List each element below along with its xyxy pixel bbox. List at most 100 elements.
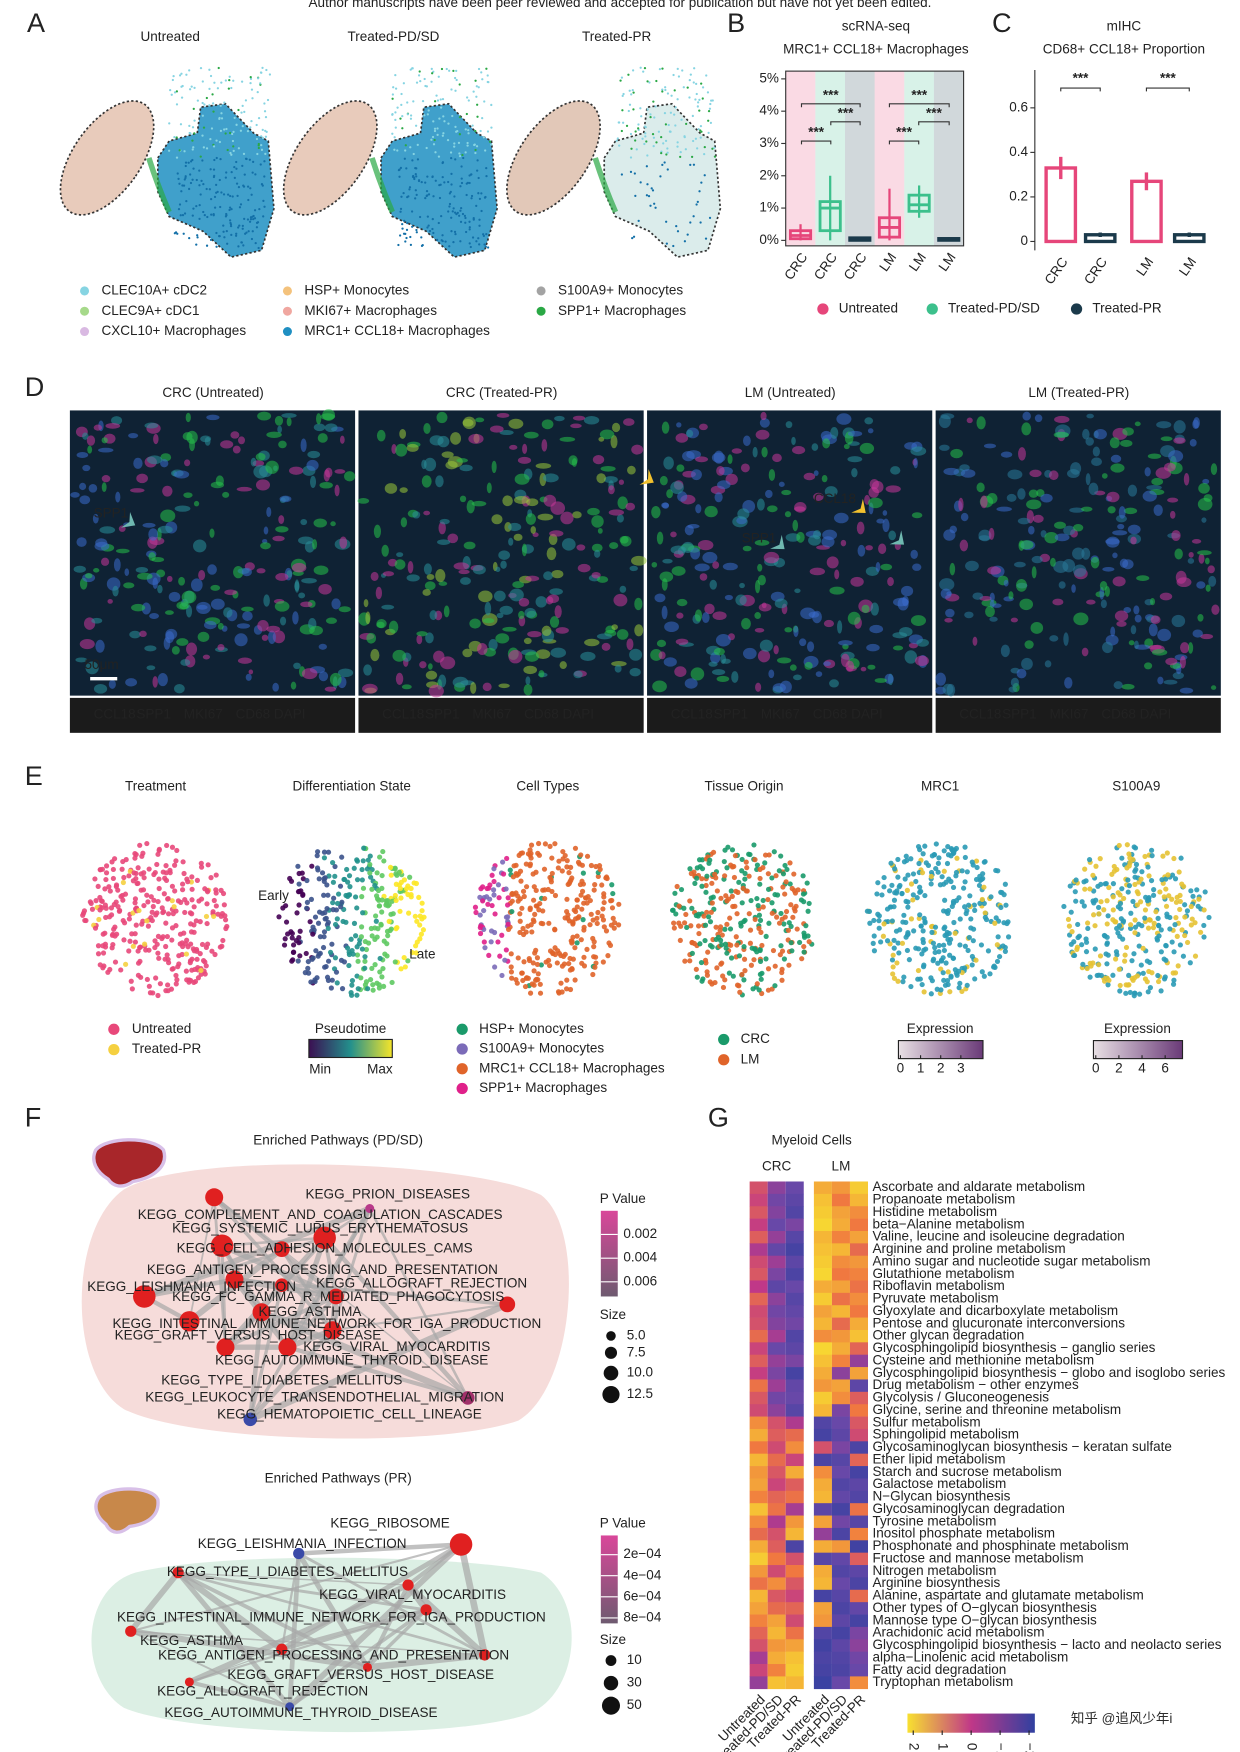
heatmap-cell — [832, 1268, 850, 1281]
cell-dot — [214, 903, 219, 908]
cell-dot — [436, 239, 438, 241]
cell-stain — [804, 662, 812, 670]
cell-dot — [692, 115, 694, 117]
network-node — [450, 1533, 473, 1556]
heatmap-cell — [768, 1577, 786, 1590]
cell-dot — [689, 906, 694, 911]
cell-dot — [227, 149, 229, 151]
legend-swatch — [537, 307, 546, 316]
colorbar — [907, 1714, 1034, 1733]
cell-stain — [280, 617, 286, 626]
cell-dot — [214, 196, 216, 198]
cell-dot — [1125, 877, 1130, 882]
cell-stain — [437, 539, 450, 545]
cell-dot — [690, 73, 692, 75]
cell-dot — [487, 81, 489, 83]
cell-dot — [315, 853, 320, 858]
heatmap-cell — [768, 1219, 786, 1232]
cell-dot — [758, 959, 763, 964]
cell-dot — [252, 171, 254, 173]
cell-dot — [484, 196, 486, 198]
cell-dot — [308, 919, 313, 924]
cell-dot — [937, 943, 942, 948]
cell-stain — [1131, 625, 1137, 634]
heatmap-cell — [814, 1466, 832, 1479]
heatmap-cell — [750, 1565, 768, 1578]
cell-dot — [260, 163, 262, 165]
cell-dot — [204, 901, 209, 906]
cell-stain — [1071, 584, 1076, 593]
cell-stain — [630, 566, 638, 571]
cell-stain — [773, 683, 786, 692]
heatmap-cell — [832, 1194, 850, 1207]
cell-dot — [719, 942, 724, 947]
cell-dot — [82, 908, 87, 913]
cell-dot — [1104, 961, 1109, 966]
cell-dot — [379, 974, 384, 979]
cell-dot — [369, 966, 374, 971]
umap-plot — [265, 67, 497, 257]
cell-stain — [1112, 530, 1127, 535]
cell-dot — [390, 980, 395, 985]
cell-dot — [399, 234, 401, 236]
cell-stain — [1211, 463, 1217, 475]
cell-dot — [419, 80, 421, 82]
cell-dot — [783, 914, 788, 919]
heatmap-cell — [814, 1293, 832, 1306]
cell-stain — [1151, 615, 1161, 623]
cell-dot — [981, 885, 986, 890]
heatmap-cell — [850, 1206, 868, 1219]
cell-stain — [695, 564, 710, 572]
cell-dot — [413, 153, 415, 155]
cell-stain — [437, 436, 449, 447]
cell-dot — [1156, 979, 1161, 984]
cell-dot — [102, 931, 107, 936]
cell-dot — [1074, 947, 1079, 952]
cell-dot — [466, 142, 468, 144]
cell-dot — [174, 981, 179, 986]
cell-stain — [615, 665, 622, 673]
cell-dot — [263, 206, 265, 208]
cell-stain — [77, 452, 89, 458]
cell-stain — [1011, 678, 1019, 687]
cell-dot — [474, 130, 476, 132]
cell-dot — [1201, 934, 1206, 939]
cell-dot — [441, 68, 443, 70]
cell-dot — [202, 115, 204, 117]
cell-stain — [339, 537, 347, 549]
cell-dot — [608, 943, 613, 948]
cell-dot — [684, 925, 689, 930]
cell-dot — [123, 962, 128, 967]
cell-dot — [443, 120, 445, 122]
cell-dot — [166, 957, 171, 962]
cell-dot — [1085, 920, 1090, 925]
cell-dot — [477, 237, 479, 239]
cell-stain — [136, 567, 148, 573]
cell-dot — [239, 206, 241, 208]
cell-stain — [268, 631, 276, 644]
cell-stain — [527, 631, 541, 637]
cell-dot — [654, 105, 656, 107]
cell-dot — [687, 234, 689, 236]
cell-stain — [916, 639, 929, 647]
cell-stain — [573, 671, 582, 679]
cell-dot — [485, 167, 487, 169]
cell-dot — [649, 113, 651, 115]
cell-dot — [97, 895, 102, 900]
cell-dot — [974, 865, 979, 870]
cell-dot — [228, 209, 230, 211]
cell-stain — [827, 556, 839, 568]
cell-dot — [655, 80, 657, 82]
cell-stain — [435, 475, 443, 487]
cell-stain — [408, 561, 414, 573]
cell-dot — [490, 127, 492, 129]
cell-dot — [198, 968, 203, 973]
cell-dot — [564, 978, 569, 983]
cell-dot — [114, 882, 119, 887]
cell-stain — [91, 618, 102, 624]
cell-stain — [543, 571, 553, 580]
cell-stain — [1026, 499, 1041, 509]
cell-dot — [583, 895, 588, 900]
cell-dot — [746, 852, 751, 857]
cell-dot — [1091, 900, 1096, 905]
